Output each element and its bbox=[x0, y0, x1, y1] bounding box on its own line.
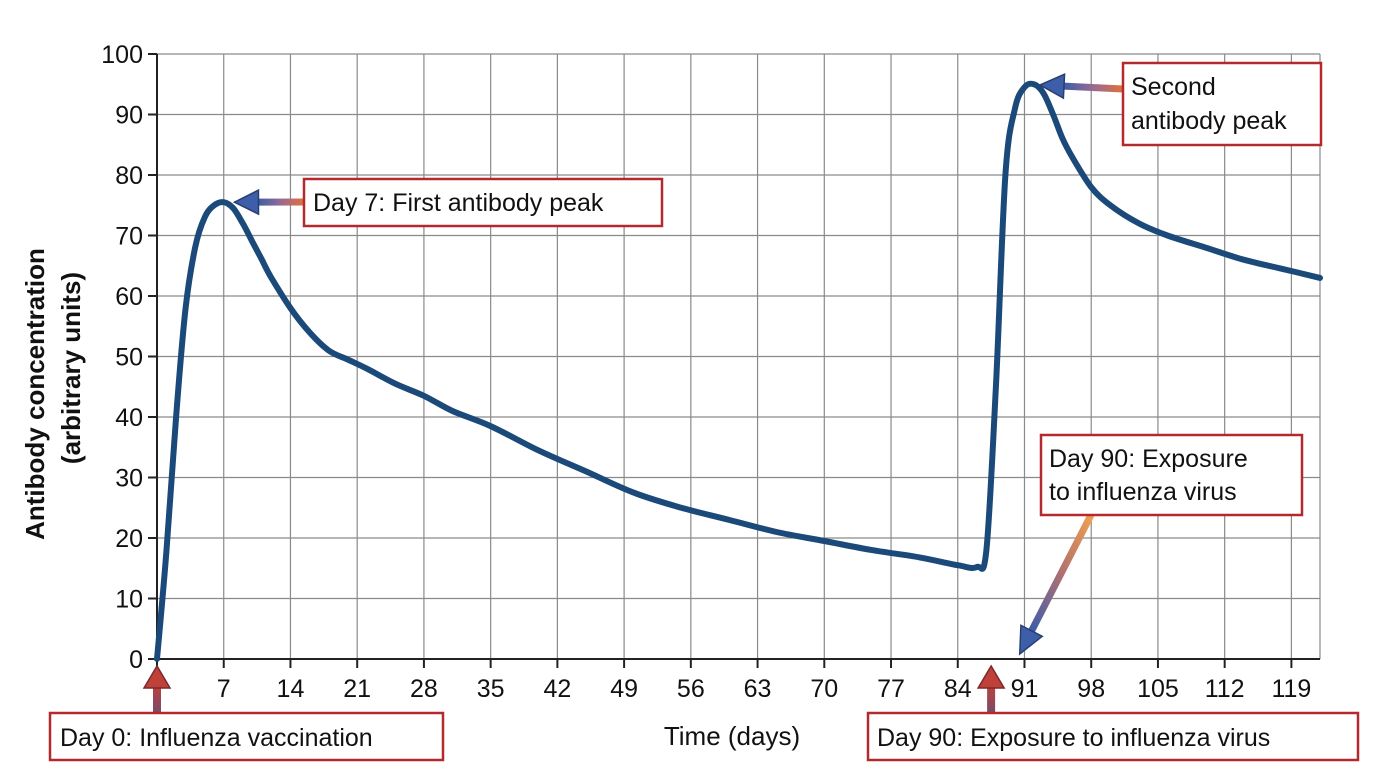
annotation-box bbox=[866, 711, 1360, 762]
x-tick-label: 63 bbox=[744, 675, 772, 703]
x-tick-label: 84 bbox=[944, 675, 972, 703]
x-tick-label: 56 bbox=[677, 675, 705, 703]
x-tick-label: 70 bbox=[810, 675, 838, 703]
y-tick-label: 0 bbox=[129, 646, 143, 674]
x-tick-label: 91 bbox=[1011, 675, 1039, 703]
y-tick-label: 60 bbox=[115, 283, 143, 311]
y-tick-label: 30 bbox=[115, 465, 143, 493]
axes bbox=[148, 53, 1320, 668]
annotation-box bbox=[1039, 433, 1304, 517]
x-tick-label: 28 bbox=[410, 675, 438, 703]
x-tick-label: 42 bbox=[543, 675, 571, 703]
y-axis-title-line-1: Antibody concentration bbox=[20, 248, 50, 540]
grid bbox=[157, 53, 1321, 659]
x-tick-label: 98 bbox=[1077, 675, 1105, 703]
annotation-arrow bbox=[1063, 82, 1124, 93]
annotations: Day 7: First antibody peak Second antibody… bbox=[48, 61, 1360, 762]
y-tick-label: 70 bbox=[115, 223, 143, 251]
x-tick-label: 21 bbox=[343, 675, 371, 703]
annotation-label: Second bbox=[1131, 73, 1216, 101]
annotation-box bbox=[302, 177, 664, 228]
x-tick-label: 119 bbox=[1271, 675, 1311, 703]
y-tick-labels: 0 10 20 30 40 50 60 70 80 90 100 bbox=[101, 41, 143, 674]
x-tick-label: 35 bbox=[477, 675, 505, 703]
annotation-arrowhead bbox=[1038, 72, 1066, 100]
x-axis-title: Time (days) bbox=[664, 721, 800, 751]
annotation-arrow bbox=[1028, 513, 1095, 633]
annotation-label: Day 90: Exposure bbox=[1049, 445, 1248, 473]
annotation-label: Day 90: Exposure to influenza virus bbox=[877, 724, 1270, 752]
annotation-box bbox=[1121, 61, 1323, 147]
y-tick-label: 100 bbox=[101, 41, 143, 69]
annotation-box bbox=[48, 711, 445, 762]
x-tick-label: 7 bbox=[217, 675, 231, 703]
x-tick-label: 112 bbox=[1205, 675, 1245, 703]
x-tick-label: 49 bbox=[610, 675, 638, 703]
annotation: Day 0: Influenza vaccination bbox=[48, 664, 445, 762]
annotation-arrow bbox=[153, 684, 161, 713]
y-tick-label: 20 bbox=[115, 525, 143, 553]
annotation: Day 7: First antibody peak bbox=[232, 177, 664, 228]
y-axis-title: Antibody concentration (arbitrary units) bbox=[20, 248, 86, 540]
y-tick-label: 90 bbox=[115, 102, 143, 130]
x-tick-label: 77 bbox=[877, 675, 905, 703]
y-tick-label: 80 bbox=[115, 162, 143, 190]
y-axis-title-line-2: (arbitrary units) bbox=[56, 272, 86, 464]
annotation-label: antibody peak bbox=[1131, 107, 1287, 135]
annotation-arrow bbox=[987, 684, 996, 713]
annotation: Second antibody peak bbox=[1038, 61, 1323, 147]
annotation-label: Day 7: First antibody peak bbox=[313, 189, 604, 217]
annotation-arrowhead bbox=[976, 664, 1006, 689]
y-tick-label: 10 bbox=[115, 586, 143, 614]
x-tick-label: 105 bbox=[1137, 675, 1179, 703]
annotation-arrowhead bbox=[232, 188, 260, 216]
x-tick-labels: 7 14 21 28 35 42 49 56 63 70 77 84 91 98 105 112 119 bbox=[217, 675, 1312, 703]
y-tick-label: 50 bbox=[115, 344, 143, 372]
annotation-label: Day 0: Influenza vaccination bbox=[60, 724, 373, 752]
series-line bbox=[154, 80, 1323, 662]
x-tick-label: 14 bbox=[277, 675, 305, 703]
annotation: Day 90: Exposure to influenza virus bbox=[866, 664, 1360, 762]
annotation-arrowhead bbox=[142, 664, 172, 689]
annotation-arrowhead bbox=[1018, 624, 1044, 656]
y-tick-label: 40 bbox=[115, 404, 143, 432]
annotation-label: to influenza virus bbox=[1049, 478, 1237, 506]
annotation: Day 90: Exposure to influenza virus bbox=[1018, 433, 1304, 656]
